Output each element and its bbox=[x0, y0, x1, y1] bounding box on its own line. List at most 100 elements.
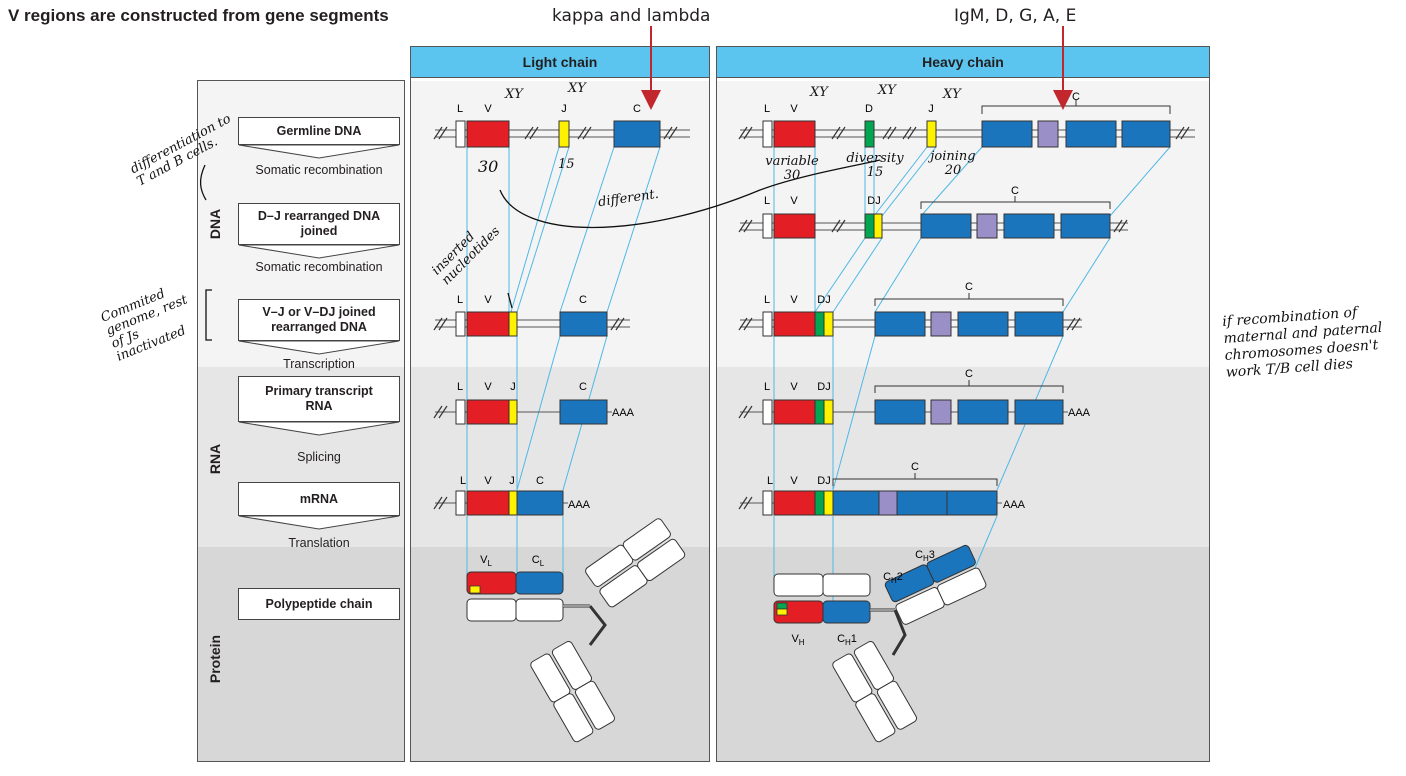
light-L-label: L bbox=[457, 103, 463, 115]
heavy-V-label: V bbox=[790, 103, 798, 115]
note-count-v-light: 30 bbox=[478, 157, 499, 176]
heavy-mrna-V-label: V bbox=[790, 475, 798, 487]
note-count-j-light: 15 bbox=[558, 157, 575, 172]
light-chain-header: Light chain bbox=[410, 46, 710, 78]
stage-dj-rearranged: D–J rearranged DNA joined bbox=[238, 203, 400, 245]
heavy-dj-C-label: C bbox=[1011, 185, 1019, 197]
heavy-D-segment bbox=[864, 120, 875, 148]
heavy-dj-DJ-label: DJ bbox=[867, 195, 880, 207]
heavy-C-segment-3 bbox=[1065, 120, 1117, 148]
note-variable: variable 30 bbox=[757, 155, 827, 183]
step-somatic-recombination-2: Somatic recombination bbox=[255, 260, 383, 274]
heavy-germline-row: L V D J C bbox=[738, 91, 1195, 148]
light-C-segment bbox=[613, 120, 661, 148]
heavy-vdj-C-label: C bbox=[965, 281, 973, 293]
light-protein-CL-label: CL bbox=[532, 554, 545, 568]
note-variable-count: 30 bbox=[783, 168, 801, 183]
heavy-dj-L-label: L bbox=[764, 195, 770, 207]
light-mrna-polyA: AAA bbox=[568, 499, 591, 511]
stage-primary-transcript: Primary transcript RNA bbox=[238, 376, 400, 422]
step-somatic-recombination-1: Somatic recombination bbox=[255, 163, 383, 177]
note-joining-count: 20 bbox=[944, 163, 962, 178]
stage-germline-dna: Germline DNA bbox=[238, 117, 400, 145]
note-diversity: diversity 15 bbox=[840, 152, 910, 180]
heavy-primary-L-label: L bbox=[764, 381, 770, 393]
heavy-J-segment bbox=[926, 120, 937, 148]
note-diversity-word: diversity bbox=[846, 151, 904, 166]
stage-arrow-3 bbox=[238, 341, 400, 355]
step-splicing: Splicing bbox=[297, 450, 341, 464]
light-chain-protein: VL CL bbox=[466, 518, 686, 743]
light-C-label: C bbox=[633, 103, 641, 115]
light-primary-row: AAA L V J C bbox=[433, 381, 635, 425]
note-joining-word: joining bbox=[930, 149, 976, 164]
heavy-L-label: L bbox=[764, 103, 770, 115]
light-chain-guide-lines bbox=[466, 146, 661, 576]
light-L-segment bbox=[455, 120, 466, 148]
heavy-vdj-V-label: V bbox=[790, 294, 798, 306]
heavy-mrna-polyA: AAA bbox=[1003, 499, 1026, 511]
light-primary-polyA: AAA bbox=[612, 407, 635, 419]
heavy-D-label: D bbox=[865, 103, 873, 115]
handwritten-link-line bbox=[499, 159, 881, 229]
heavy-protein-CH2-label: CH2 bbox=[883, 571, 903, 585]
light-primary-L-label: L bbox=[457, 381, 463, 393]
light-vj-V-label: V bbox=[484, 294, 492, 306]
note-diversity-count: 15 bbox=[866, 165, 884, 180]
heavy-primary-V-label: V bbox=[790, 381, 798, 393]
heavy-primary-row: AAA L V DJ C bbox=[738, 368, 1091, 425]
light-primary-J-label: J bbox=[510, 381, 516, 393]
handwritten-curve-arrow bbox=[199, 164, 207, 201]
heavy-mrna-DJ-label: DJ bbox=[817, 475, 830, 487]
stage-arrow-4 bbox=[238, 422, 400, 436]
handwritten-bracket bbox=[205, 289, 212, 341]
stage-vj-joined: V–J or V–DJ joined rearranged DNA bbox=[238, 299, 400, 341]
handwritten-pointer bbox=[507, 292, 513, 309]
note-xy-j-heavy: XY bbox=[943, 87, 961, 102]
light-protein-VL-label: VL bbox=[480, 554, 492, 568]
heavy-primary-DJ-label: DJ bbox=[817, 381, 830, 393]
note-variable-word: variable bbox=[765, 154, 819, 169]
heavy-mrna-row: AAA L V DJ C bbox=[738, 461, 1026, 516]
stage-panel: DNA RNA Protein Germline DNA Somatic rec… bbox=[197, 80, 405, 762]
page-title: V regions are constructed from gene segm… bbox=[8, 6, 389, 25]
heavy-protein-CH1-label: CH1 bbox=[837, 633, 857, 647]
light-J-segment bbox=[558, 120, 570, 148]
heavy-protein-CH3-label: CH3 bbox=[915, 549, 935, 563]
stage-arrow-1 bbox=[238, 145, 400, 159]
note-xy-j-light: XY bbox=[568, 81, 586, 96]
stage-arrow-5 bbox=[238, 516, 400, 530]
heavy-mrna-C-label: C bbox=[911, 461, 919, 473]
note-side-recombination: if recombination of maternal and paterna… bbox=[1221, 304, 1383, 381]
light-mrna-L-label: L bbox=[460, 475, 466, 487]
heavy-vdj-DJ-label: DJ bbox=[817, 294, 830, 306]
heavy-J-label: J bbox=[928, 103, 934, 115]
light-mrna-J-label: J bbox=[509, 475, 515, 487]
heavy-vdj-row: L V DJ C bbox=[738, 281, 1082, 337]
light-vj-C-label: C bbox=[579, 294, 587, 306]
stage-arrow-2 bbox=[238, 245, 400, 259]
heavy-mrna-L-label: L bbox=[767, 475, 773, 487]
heavy-C-segment-2 bbox=[1037, 120, 1059, 148]
light-mrna-row: AAA L V J C bbox=[433, 475, 591, 516]
note-xy-d-heavy: XY bbox=[878, 83, 896, 98]
heavy-protein-VH-label: VH bbox=[791, 633, 804, 647]
light-J-label: J bbox=[561, 103, 567, 115]
stage-mrna: mRNA bbox=[238, 482, 400, 516]
light-V-segment bbox=[466, 120, 510, 148]
heavy-primary-polyA: AAA bbox=[1068, 407, 1091, 419]
light-vj-L-label: L bbox=[457, 294, 463, 306]
heavy-dj-row: L V DJ C bbox=[738, 185, 1128, 239]
light-vj-row: L V C bbox=[433, 294, 630, 337]
light-mrna-V-label: V bbox=[484, 475, 492, 487]
heavy-C-segment-1 bbox=[981, 120, 1033, 148]
light-mrna-C-label: C bbox=[536, 475, 544, 487]
step-translation: Translation bbox=[288, 536, 350, 550]
heavy-vdj-L-label: L bbox=[764, 294, 770, 306]
note-xy-v-light: XY bbox=[505, 87, 523, 102]
stage-polypeptide: Polypeptide chain bbox=[238, 588, 400, 620]
light-germline-row: L V J C bbox=[433, 103, 690, 148]
heavy-chain-header: Heavy chain bbox=[716, 46, 1210, 78]
light-primary-C-label: C bbox=[579, 381, 587, 393]
